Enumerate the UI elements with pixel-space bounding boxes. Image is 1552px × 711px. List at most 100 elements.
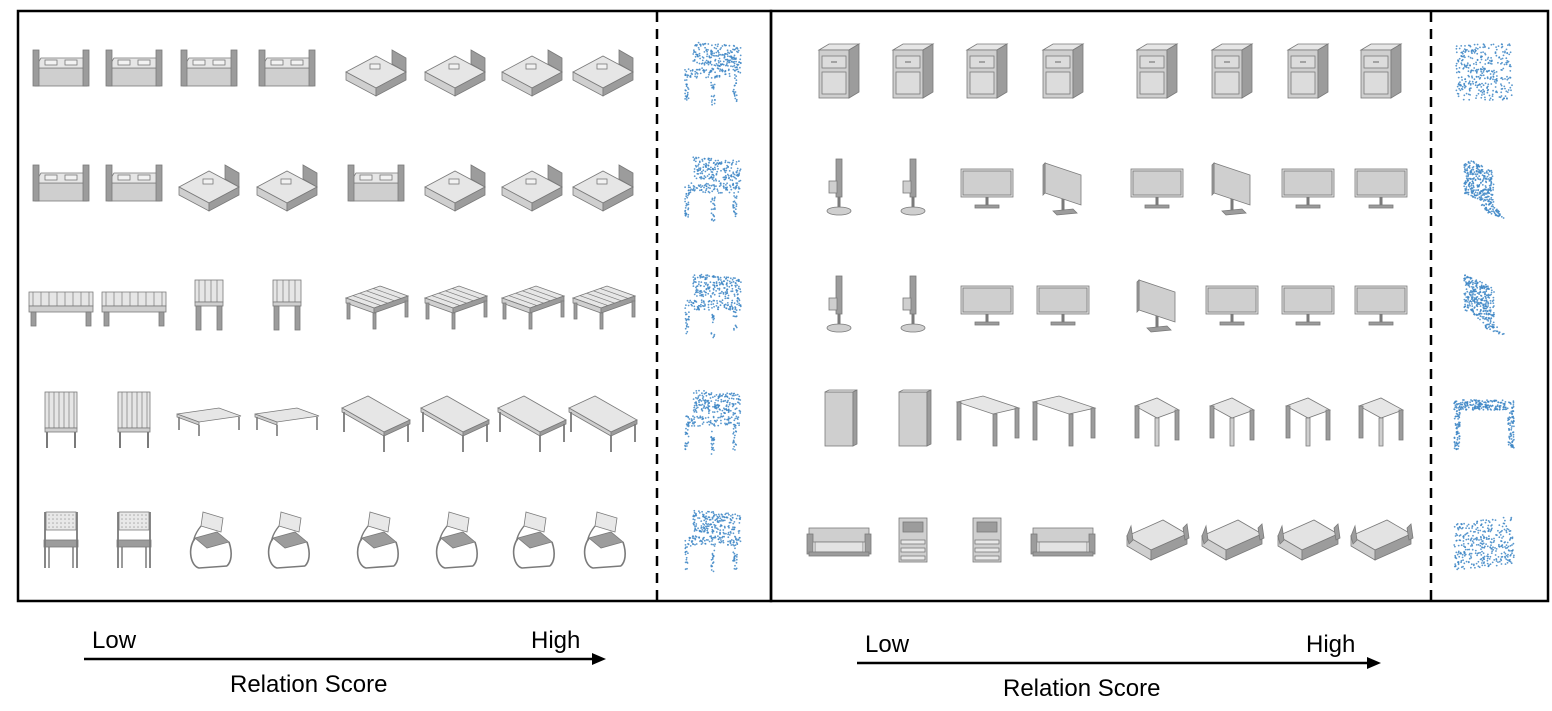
left-row1-query-point-cloud <box>684 41 742 106</box>
right-row3-shape1-monitor-side <box>826 275 852 333</box>
right-row5-shape4-sofa <box>1030 527 1096 557</box>
left-row2-query-point-cloud <box>684 156 742 222</box>
right-row2-shape3-monitor <box>960 168 1014 209</box>
left-row4-shape3-table-low <box>176 407 242 436</box>
right-row1-shape7-cabinet <box>1286 43 1330 99</box>
right-row4-query-point-cloud <box>1453 399 1515 451</box>
right-row4-shape3-desk <box>955 395 1021 447</box>
left-row1-shape2-bed <box>105 49 163 87</box>
right-row4-shape6-desk-small <box>1209 397 1255 447</box>
left-score-arrow <box>84 653 606 665</box>
right-row1-shape6-cabinet <box>1210 43 1254 99</box>
left-row2-shape1-bed <box>32 164 90 202</box>
right-row1-shape4-cabinet <box>1041 43 1085 99</box>
right-score-arrow <box>857 657 1381 669</box>
right-row1-shape3-cabinet <box>965 43 1009 99</box>
right-row3-shape3-monitor <box>960 285 1014 326</box>
left-row5-shape6-chair-cant <box>435 511 478 569</box>
right-row5-shape6-sofa-iso <box>1201 519 1265 561</box>
left-row1-shape4-bed <box>258 49 316 87</box>
left-row5-shape7-chair-cant <box>512 511 555 569</box>
left-row3-shape8-bench-iso <box>571 285 637 330</box>
left-row2-shape6-bed-iso <box>424 164 486 212</box>
right-row2-query-point-cloud <box>1463 160 1505 219</box>
left-low-label: Low <box>92 627 137 654</box>
left-row1-shape8-bed-iso <box>572 49 634 97</box>
right-row2-shape8-monitor <box>1354 168 1408 209</box>
right-row3-shape6-monitor <box>1205 285 1259 326</box>
left-row2-shape8-bed-iso <box>572 164 634 212</box>
left-row5-shape1-chair <box>43 511 79 568</box>
left-row3-shape5-bench-iso <box>344 285 410 330</box>
right-row4-shape7-desk-small <box>1285 397 1331 447</box>
left-row4-shape1-table-top <box>44 391 78 448</box>
left-row3-shape1-bench <box>28 291 94 327</box>
left-row4-shape5-table-iso <box>341 395 411 452</box>
right-row5-shape8-sofa-iso <box>1350 519 1414 561</box>
right-row5-query-point-cloud <box>1453 516 1515 571</box>
left-high-label: High <box>531 627 581 654</box>
left-row5-shape2-chair <box>116 511 152 568</box>
left-row3-shape4-bench-front <box>272 279 302 331</box>
right-row4-shape2-box <box>898 389 932 447</box>
left-row3-shape3-bench-front <box>194 279 224 331</box>
left-row1-shape5-bed-iso <box>345 49 407 97</box>
right-row1-shape2-cabinet <box>891 43 935 99</box>
left-row2-shape2-bed <box>105 164 163 202</box>
right-row2-shape7-monitor <box>1281 168 1335 209</box>
right-row1-shape8-cabinet <box>1359 43 1403 99</box>
right-row5-shape2-sofa-side <box>898 517 928 563</box>
left-row2-shape3-bed-iso <box>178 164 240 212</box>
left-row5-shape3-chair-cant <box>189 511 232 569</box>
right-row3-shape2-monitor-side <box>900 275 926 333</box>
right-row4-shape4-desk <box>1031 395 1097 447</box>
left-row5-shape8-chair-cant <box>583 511 626 569</box>
left-row4-shape4-table-low <box>254 407 320 436</box>
left-row4-shape6-table-iso <box>420 395 490 452</box>
right-row3-query-point-cloud <box>1463 274 1505 336</box>
right-row3-shape7-monitor <box>1281 285 1335 326</box>
right-row5-shape7-sofa-iso <box>1277 519 1341 561</box>
left-row4-shape2-table-top <box>117 391 151 448</box>
left-row3-shape7-bench-iso <box>500 285 566 330</box>
left-row1-shape7-bed-iso <box>501 49 563 97</box>
right-row4-shape1-box <box>824 389 858 447</box>
right-row5-shape5-sofa-iso <box>1126 519 1190 561</box>
left-row5-query-point-cloud <box>684 509 742 573</box>
left-row1-shape1-bed <box>32 49 90 87</box>
right-row1-shape1-cabinet <box>817 43 861 99</box>
left-row3-shape6-bench-iso <box>423 285 489 330</box>
right-low-label: Low <box>865 631 910 658</box>
right-row3-shape8-monitor <box>1354 285 1408 326</box>
right-row3-shape4-monitor <box>1036 285 1090 326</box>
left-row5-shape5-chair-cant <box>356 511 399 569</box>
left-row1-shape3-bed <box>180 49 238 87</box>
left-row1-shape6-bed-iso <box>424 49 486 97</box>
left-row3-query-point-cloud <box>684 273 742 339</box>
right-high-label: High <box>1306 631 1356 658</box>
left-row5-shape4-chair-cant <box>267 511 310 569</box>
right-row2-shape1-monitor-side <box>826 158 852 216</box>
right-row3-shape5-monitor-angle <box>1136 279 1176 333</box>
left-row2-shape7-bed-iso <box>501 164 563 212</box>
left-row4-shape7-table-iso <box>497 395 567 452</box>
right-panel-frame <box>769 9 1550 603</box>
right-axis-title: Relation Score <box>1003 675 1161 702</box>
right-row4-shape5-desk-small <box>1134 397 1180 447</box>
right-row5-shape3-sofa-side <box>972 517 1002 563</box>
right-row2-shape2-monitor-side <box>900 158 926 216</box>
left-axis-title: Relation Score <box>230 671 388 698</box>
right-row2-shape6-monitor-angle <box>1211 162 1251 216</box>
right-row2-shape5-monitor <box>1130 168 1184 209</box>
right-row2-shape4-monitor-angle <box>1042 162 1082 216</box>
right-row5-shape1-sofa <box>806 527 872 557</box>
left-row4-shape8-table-iso <box>568 395 638 452</box>
right-row4-shape8-desk-small <box>1358 397 1404 447</box>
right-row1-query-point-cloud <box>1455 43 1513 101</box>
left-row4-query-point-cloud <box>684 389 742 455</box>
right-row1-shape5-cabinet <box>1135 43 1179 99</box>
left-row3-shape2-bench <box>101 291 167 327</box>
left-row2-shape4-bed-iso <box>256 164 318 212</box>
left-row2-shape5-bed <box>347 164 405 202</box>
